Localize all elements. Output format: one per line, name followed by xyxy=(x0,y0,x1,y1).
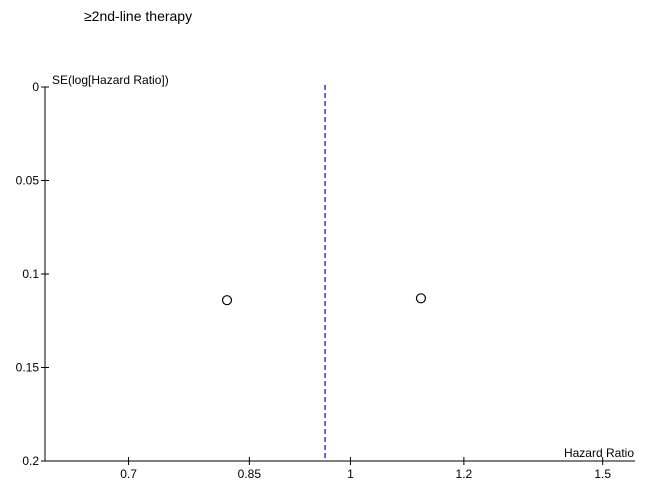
data-points xyxy=(221,293,427,306)
y-tick-label: 0 xyxy=(32,80,39,94)
data-point xyxy=(415,293,427,304)
data-point xyxy=(221,295,233,306)
y-tick-label: 0.2 xyxy=(22,454,39,468)
x-tick-label: 0.85 xyxy=(238,467,262,481)
x-axis-label: Hazard Ratio xyxy=(564,446,634,460)
y-tick-label: 0.05 xyxy=(16,174,40,188)
y-tick-label: 0.1 xyxy=(22,267,39,281)
y-ticks: 0 0.05 0.1 0.15 0.2 xyxy=(16,80,49,468)
y-tick-label: 0.15 xyxy=(16,361,40,375)
y-axis-label: SE(log[Hazard Ratio]) xyxy=(52,73,169,87)
x-ticks: 0.7 0.85 1 1.2 1.5 xyxy=(120,457,611,481)
x-tick-label: 0.7 xyxy=(120,467,137,481)
x-tick-label: 1.2 xyxy=(456,467,473,481)
chart-title: ≥2nd-line therapy xyxy=(84,8,193,24)
x-tick-label: 1.5 xyxy=(594,467,611,481)
x-tick-label: 1 xyxy=(347,467,354,481)
